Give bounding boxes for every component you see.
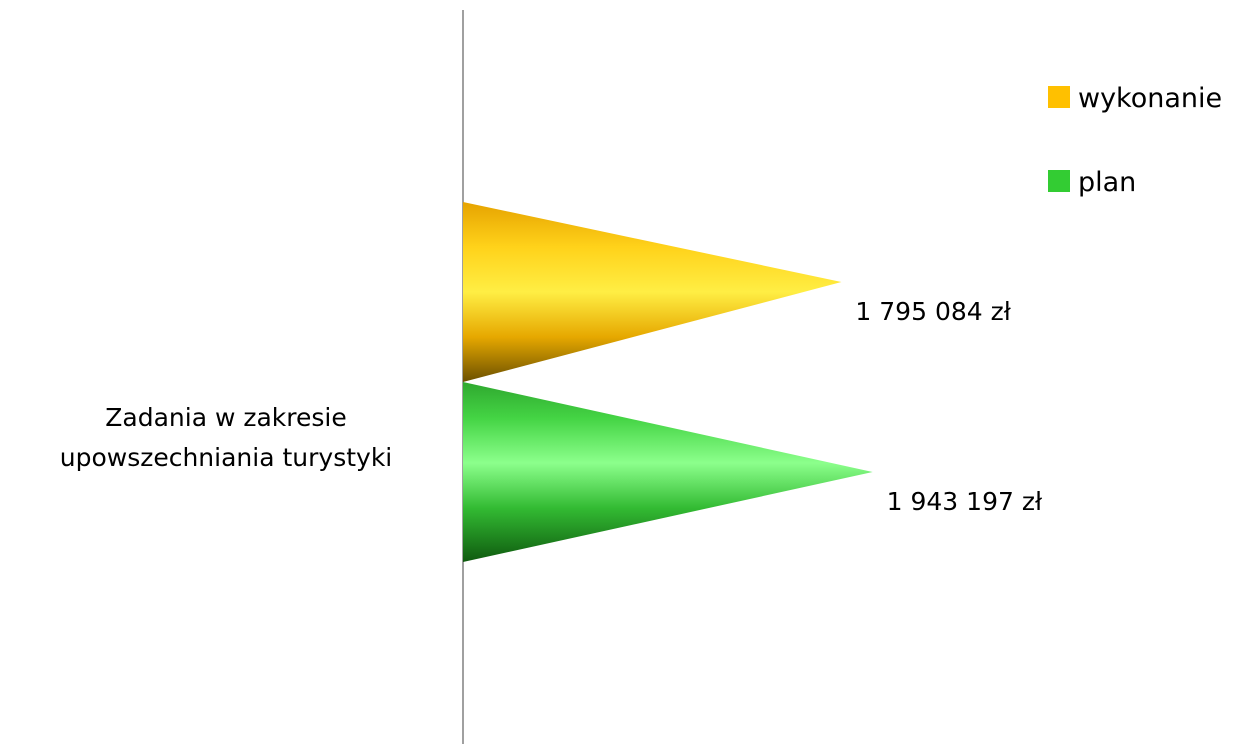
legend-swatch-plan — [1048, 170, 1070, 192]
legend-label-plan: plan — [1078, 167, 1136, 198]
cone-bar-wykonanie — [463, 202, 842, 382]
legend-item-plan: plan — [1048, 167, 1136, 198]
legend-item-wykonanie: wykonanie — [1048, 83, 1222, 114]
category-label: Zadania w zakresie upowszechniania turyst… — [60, 403, 393, 472]
legend-swatch-wykonanie — [1048, 86, 1070, 108]
data-label-plan: 1 943 197 zł — [887, 487, 1043, 516]
data-label-wykonanie: 1 795 084 zł — [855, 297, 1011, 326]
legend-label-wykonanie: wykonanie — [1078, 83, 1222, 114]
cone-bar-plan — [463, 382, 873, 562]
category-label-line: upowszechniania turystyki — [60, 443, 393, 472]
category-label-line: Zadania w zakresie — [105, 403, 346, 432]
